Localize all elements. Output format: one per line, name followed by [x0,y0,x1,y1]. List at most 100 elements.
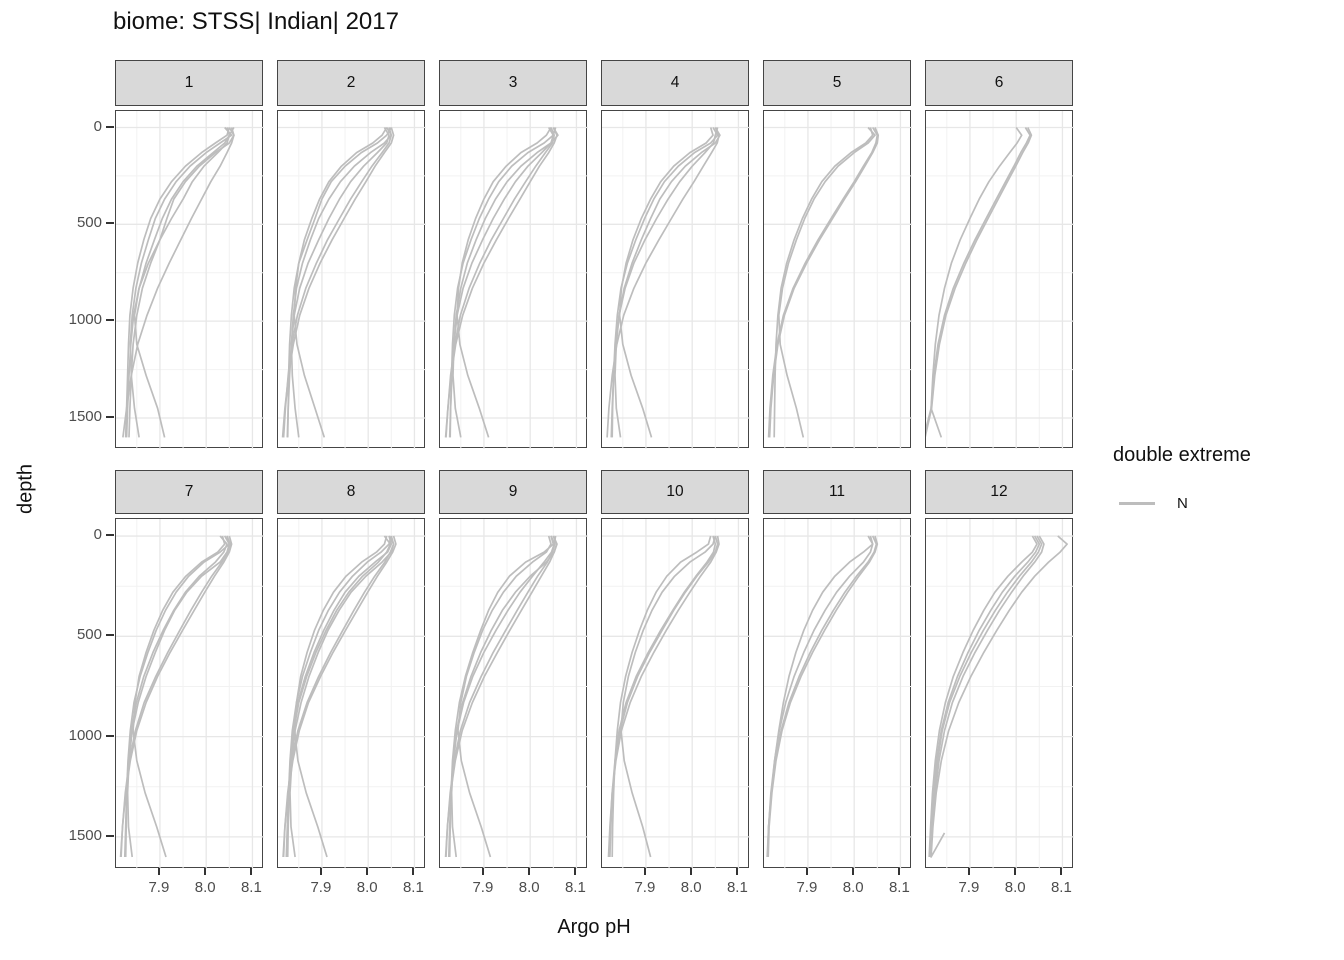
profile-line [128,127,235,438]
panel-plot-2 [278,111,426,449]
profile-line [286,127,393,438]
x-axis-tick-mark [157,868,160,875]
x-axis-tick-mark [898,868,901,875]
x-axis-tick-mark [574,868,577,875]
profile-line [767,535,879,858]
x-axis-tick-label: 7.9 [634,879,656,896]
profile-line [926,127,1033,438]
profile-line [929,535,1045,858]
profile-line [129,126,233,438]
facet-strip-label: 9 [508,483,518,500]
x-axis-tick-label: 8.1 [1050,879,1072,896]
profile-line [285,535,392,858]
x-axis-tick-label: 8.0 [518,879,540,896]
x-axis-tick-label: 8.1 [402,879,424,896]
x-axis-tick-mark [319,868,322,875]
panel-plot-4 [602,111,750,449]
x-axis-tick-label: 8.0 [680,879,702,896]
legend: double extreme N [1113,444,1251,512]
plot-title: biome: STSS| Indian| 2017 [113,8,399,35]
facet-strip-4: 4 [601,60,749,106]
facet-strip-8: 8 [277,470,425,514]
facet-panel-9 [439,518,588,869]
x-axis-tick-label: 8.0 [1004,879,1026,896]
y-axis-tick-label: 0 [93,526,102,543]
x-axis-tick-mark [204,868,207,875]
x-axis-tick-label: 8.1 [240,879,262,896]
facet-strip-label: 2 [346,74,356,91]
profile-line [768,127,880,438]
facet-strip-11: 11 [763,470,911,514]
profile-line [293,127,388,438]
profile-line [928,535,1038,858]
facet-strip-label: 12 [990,483,1008,500]
x-axis-tick-label: 7.9 [310,879,332,896]
profile-line [766,535,874,858]
facet-strip-label: 5 [832,74,842,91]
panel-plot-3 [440,111,588,449]
facet-strip-label: 6 [994,74,1004,91]
facet-panel-10 [601,518,750,869]
profile-line [928,535,1041,858]
profile-line [767,127,879,438]
x-axis-title: Argo pH [557,916,631,938]
y-axis-tick-label: 1000 [68,726,102,744]
profile-line [610,127,719,438]
profile-line [286,535,393,858]
y-axis-tick-label: 500 [76,214,102,232]
profile-line [125,127,235,438]
panel-plot-5 [764,111,912,449]
facet-panel-4 [601,110,750,449]
profile-line [282,127,393,438]
facet-strip-label: 4 [670,74,680,91]
profile-line [293,535,388,858]
x-axis-tick-mark [690,868,693,875]
facet-strip-label: 8 [346,483,356,500]
x-axis-tick-mark [412,868,415,875]
y-axis-tick-label: 500 [76,626,102,644]
x-axis-tick-mark [852,868,855,875]
legend-item-label: N [1177,495,1188,512]
facet-strip-label: 10 [666,483,684,500]
panel-plot-10 [602,519,750,869]
facet-strip-5: 5 [763,60,911,106]
facet-panel-6 [925,110,1074,449]
profile-line [456,127,552,438]
facet-strip-3: 3 [439,60,587,106]
facet-panel-11 [763,518,912,869]
profile-line [290,127,393,438]
profile-line [133,127,231,438]
facet-strip-6: 6 [925,60,1073,106]
profile-line [445,127,556,438]
y-axis-tick-mark [106,416,114,418]
facet-strip-2: 2 [277,60,425,106]
profile-line [609,535,719,858]
facet-strip-9: 9 [439,470,587,514]
profile-line [289,535,395,858]
x-axis-tick-mark [366,868,369,875]
x-axis-tick-label: 7.9 [148,879,170,896]
facet-panel-7 [115,518,264,869]
x-axis-tick-mark [250,868,253,875]
panel-plot-12 [926,519,1074,869]
y-axis-tick-label: 1000 [68,311,102,329]
profile-line [281,127,395,438]
x-axis-tick-label: 7.9 [472,879,494,896]
y-axis-tick-mark [106,222,114,225]
panel-plot-8 [278,519,426,869]
facet-panel-5 [763,110,912,449]
x-axis-tick-mark [967,868,970,875]
x-axis-tick-label: 8.1 [888,879,910,896]
profile-line [606,127,720,438]
x-axis-tick-label: 8.0 [842,879,864,896]
facet-strip-label: 3 [508,74,518,91]
x-axis-tick-label: 8.1 [726,879,748,896]
profile-line [124,127,231,438]
y-axis-tick-label: 0 [93,117,102,135]
facet-panel-2 [277,110,426,449]
y-axis-tick-mark [106,534,114,536]
facet-strip-1: 1 [115,60,263,106]
y-axis-tick-mark [106,634,114,637]
profile-line [120,535,232,858]
